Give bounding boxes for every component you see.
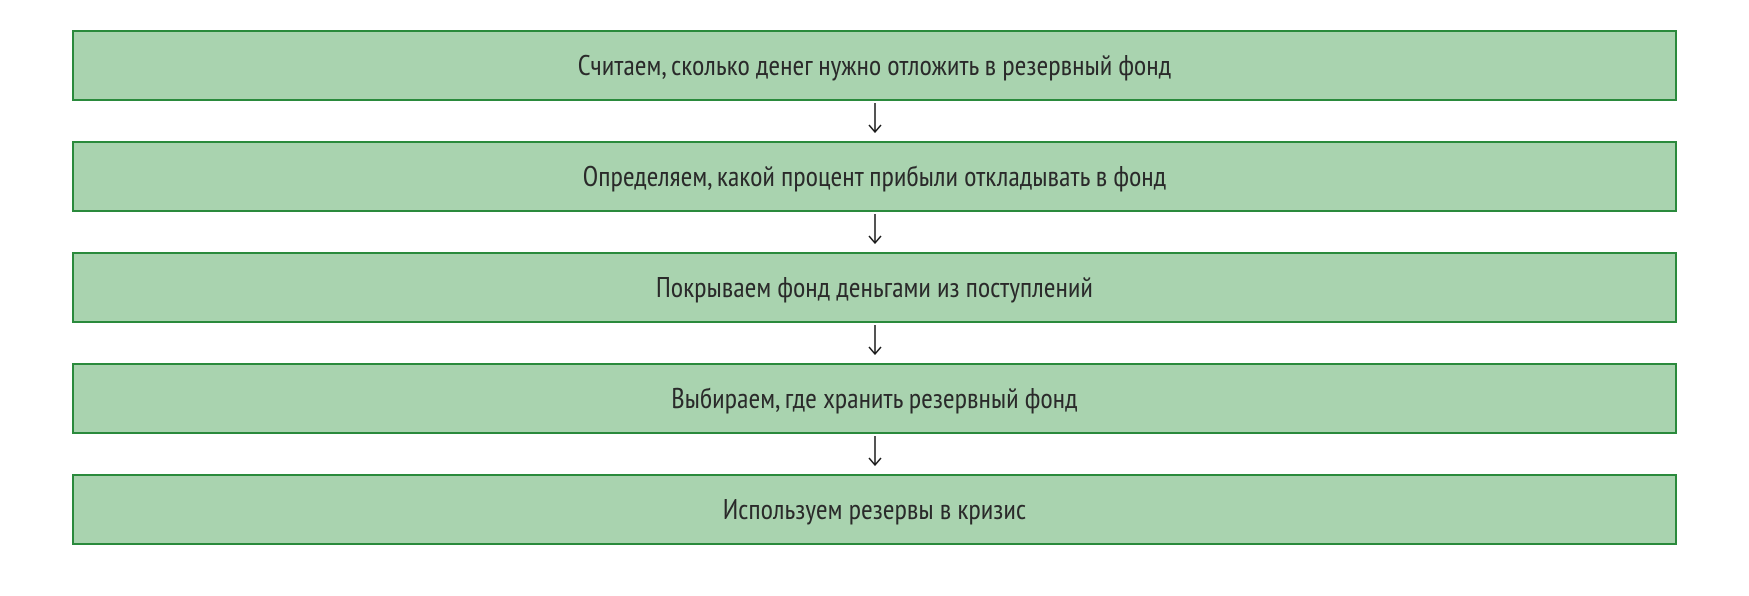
step-label: Выбираем, где хранить резервный фонд [671,379,1077,416]
step-label: Определяем, какой процент прибыли отклад… [583,157,1166,194]
step-box-1: Считаем, сколько денег нужно отложить в … [72,30,1677,101]
arrow-down-icon [865,212,885,252]
step-label: Считаем, сколько денег нужно отложить в … [578,46,1171,83]
step-box-5: Используем резервы в кризис [72,474,1677,545]
step-label: Используем резервы в кризис [723,490,1026,527]
step-box-2: Определяем, какой процент прибыли отклад… [72,141,1677,212]
step-box-3: Покрываем фонд деньгами из поступлений [72,252,1677,323]
arrow-down-icon [865,323,885,363]
step-box-4: Выбираем, где хранить резервный фонд [72,363,1677,434]
arrow-down-icon [865,101,885,141]
step-label: Покрываем фонд деньгами из поступлений [656,268,1093,305]
arrow-down-icon [865,434,885,474]
flowchart-container: Считаем, сколько денег нужно отложить в … [72,30,1677,545]
